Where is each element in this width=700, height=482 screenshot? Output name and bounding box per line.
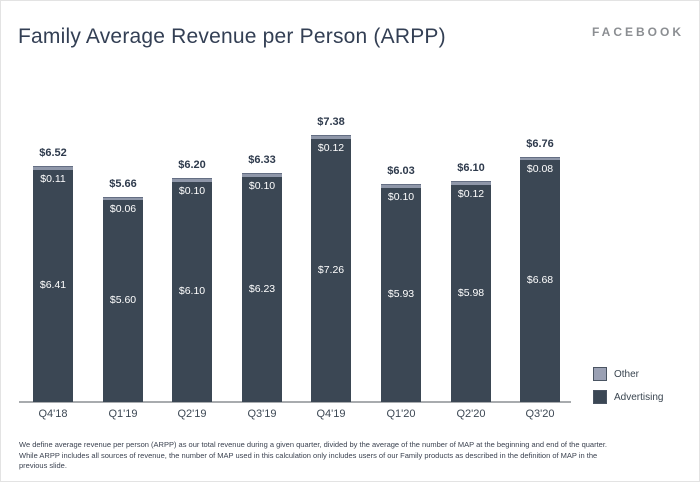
category-label-q1-20: Q1'20 bbox=[386, 408, 416, 420]
bar-q3-20: $0.08 $6.68 bbox=[520, 157, 560, 402]
bar-segment-other-q4-18 bbox=[33, 166, 73, 170]
bar-segment-advertising-q2-20 bbox=[451, 185, 491, 402]
advertising-value-label-q3-19: $6.23 bbox=[248, 283, 276, 295]
other-value-label-q4-18: $0.11 bbox=[40, 173, 66, 185]
legend: Other Advertising bbox=[593, 367, 663, 413]
facebook-logo: FACEBOOK bbox=[591, 25, 684, 39]
advertising-value-label-q4-19: $7.26 bbox=[317, 264, 345, 276]
bar-segment-advertising-q1-19 bbox=[103, 200, 143, 402]
other-value-label-q3-19: $0.10 bbox=[248, 180, 276, 192]
bar-segment-advertising-q4-18 bbox=[33, 170, 73, 402]
category-label-q3-20: Q3'20 bbox=[525, 408, 555, 420]
other-value-label-q1-20: $0.10 bbox=[387, 191, 415, 203]
total-label-q3-20: $6.76 bbox=[526, 138, 554, 150]
other-value-label-q4-19: $0.12 bbox=[317, 142, 345, 154]
legend-swatch-advertising bbox=[593, 390, 607, 404]
bar-segment-advertising-q2-19 bbox=[172, 182, 212, 402]
bar-segment-other-q3-20 bbox=[520, 157, 560, 160]
legend-label-advertising: Advertising bbox=[614, 391, 664, 403]
category-label-q4-18: Q4'18 bbox=[38, 408, 68, 420]
total-label-q4-19: $7.38 bbox=[317, 116, 345, 128]
bar-segment-other-q2-20 bbox=[451, 181, 491, 185]
bar-segment-advertising-q1-20 bbox=[381, 188, 421, 402]
bar-q4-19: $0.12 $7.26 bbox=[311, 135, 351, 402]
bar-segment-advertising-q3-19 bbox=[242, 177, 282, 402]
bar-q2-20: $0.12 $5.98 bbox=[451, 181, 491, 402]
legend-swatch-other bbox=[593, 367, 607, 381]
bar-segment-other-q1-19 bbox=[103, 197, 143, 200]
advertising-value-label-q1-20: $5.93 bbox=[387, 288, 415, 300]
bar-q1-19: $0.06 $5.60 bbox=[103, 197, 143, 402]
bar-segment-advertising-q3-20 bbox=[520, 160, 560, 402]
other-value-label-q2-19: $0.10 bbox=[178, 185, 206, 197]
total-label-q2-20: $6.10 bbox=[457, 162, 485, 174]
category-label-q2-19: Q2'19 bbox=[177, 408, 207, 420]
bar-segment-other-q1-20 bbox=[381, 184, 421, 188]
bar-segment-other-q4-19 bbox=[311, 135, 351, 139]
category-label-q2-20: Q2'20 bbox=[456, 408, 486, 420]
category-label-q1-19: Q1'19 bbox=[108, 408, 138, 420]
advertising-value-label-q2-20: $5.98 bbox=[457, 287, 485, 299]
advertising-value-label-q1-19: $5.60 bbox=[109, 294, 137, 306]
total-label-q3-19: $6.33 bbox=[248, 154, 276, 166]
bar-q4-18: $0.11 $6.41 bbox=[33, 166, 73, 402]
page-title: Family Average Revenue per Person (ARPP) bbox=[18, 25, 446, 48]
category-label-q3-19: Q3'19 bbox=[247, 408, 277, 420]
bar-q3-19: $0.10 $6.23 bbox=[242, 173, 282, 402]
advertising-value-label-q3-20: $6.68 bbox=[526, 274, 554, 286]
category-label-q4-19: Q4'19 bbox=[316, 408, 346, 420]
total-label-q1-20: $6.03 bbox=[387, 165, 415, 177]
bar-segment-advertising-q4-19 bbox=[311, 139, 351, 402]
bar-q1-20: $0.10 $5.93 bbox=[381, 184, 421, 402]
advertising-value-label-q4-18: $6.41 bbox=[39, 279, 67, 291]
x-axis-line bbox=[19, 401, 571, 403]
total-label-q4-18: $6.52 bbox=[39, 147, 67, 159]
legend-label-other: Other bbox=[614, 368, 640, 380]
other-value-label-q1-19: $0.06 bbox=[109, 203, 137, 215]
total-label-q1-19: $5.66 bbox=[109, 178, 137, 190]
bar-segment-other-q3-19 bbox=[242, 173, 282, 177]
footnote: We define average revenue per person (AR… bbox=[19, 440, 608, 470]
advertising-value-label-q2-19: $6.10 bbox=[178, 285, 206, 297]
legend-item-advertising: Advertising bbox=[593, 390, 663, 404]
bar-segment-other-q2-19 bbox=[172, 178, 212, 182]
bar-q2-19: $0.10 $6.10 bbox=[172, 178, 212, 402]
other-value-label-q2-20: $0.12 bbox=[457, 188, 485, 200]
other-value-label-q3-20: $0.08 bbox=[526, 163, 554, 175]
total-label-q2-19: $6.20 bbox=[178, 159, 206, 171]
legend-item-other: Other bbox=[593, 367, 663, 381]
